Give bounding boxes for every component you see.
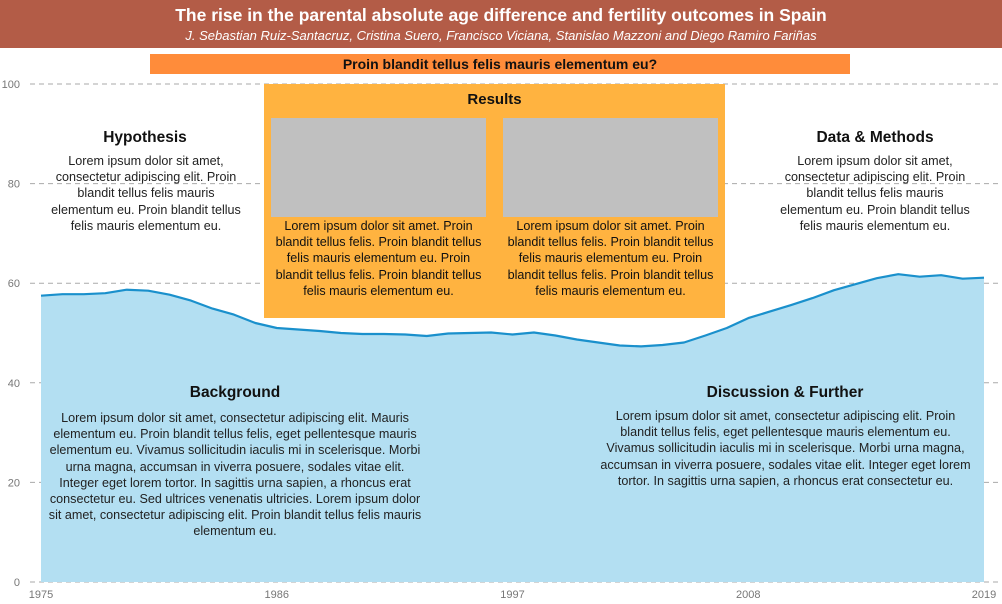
y-tick-label: 40 [8,378,20,390]
page-title: The rise in the parental absolute age di… [175,5,827,25]
y-tick-label: 60 [8,278,20,290]
results-text-2: Lorem ipsum dolor sit amet. Proin blandi… [507,219,714,298]
y-tick-label: 20 [8,477,20,489]
y-axis-ticks: 0 20 40 60 80 100 [2,79,20,589]
results-text-1: Lorem ipsum dolor sit amet. Proin blandi… [275,219,482,298]
results-figure-placeholder-2 [503,118,718,217]
x-tick-label: 2008 [736,589,760,601]
results-figure-placeholder-1 [271,118,486,217]
background-text: Lorem ipsum dolor sit amet, consectetur … [48,411,422,539]
discussion-title: Discussion & Further [706,384,864,401]
x-tick-label: 1975 [29,589,53,601]
x-tick-label: 2019 [972,589,996,601]
hypothesis-title: Hypothesis [103,129,187,146]
results-title: Results [467,91,522,108]
x-tick-label: 1986 [265,589,289,601]
chart-area-fill [41,274,984,582]
y-tick-label: 100 [2,79,20,91]
x-axis-ticks: 1975 1986 1997 2008 2019 [29,589,996,601]
results-panel: Results Lorem ipsum dolor sit amet. Proi… [264,84,725,318]
data-methods-text: Lorem ipsum dolor sit amet, consectetur … [780,154,970,233]
y-tick-label: 80 [8,179,20,191]
chart-series-line [40,273,985,348]
discussion-text: Lorem ipsum dolor sit amet, consectetur … [600,409,971,488]
hypothesis-text: Lorem ipsum dolor sit amet, consectetur … [51,154,241,233]
authors-line: J. Sebastian Ruiz-Santacruz, Cristina Su… [185,28,817,43]
background-title: Background [189,384,281,401]
y-tick-label: 0 [14,577,20,589]
data-methods-title: Data & Methods [816,129,934,146]
poster-header: The rise in the parental absolute age di… [0,0,1002,48]
research-question-banner: Proin blandit tellus felis mauris elemen… [150,54,850,74]
x-tick-label: 1997 [500,589,524,601]
